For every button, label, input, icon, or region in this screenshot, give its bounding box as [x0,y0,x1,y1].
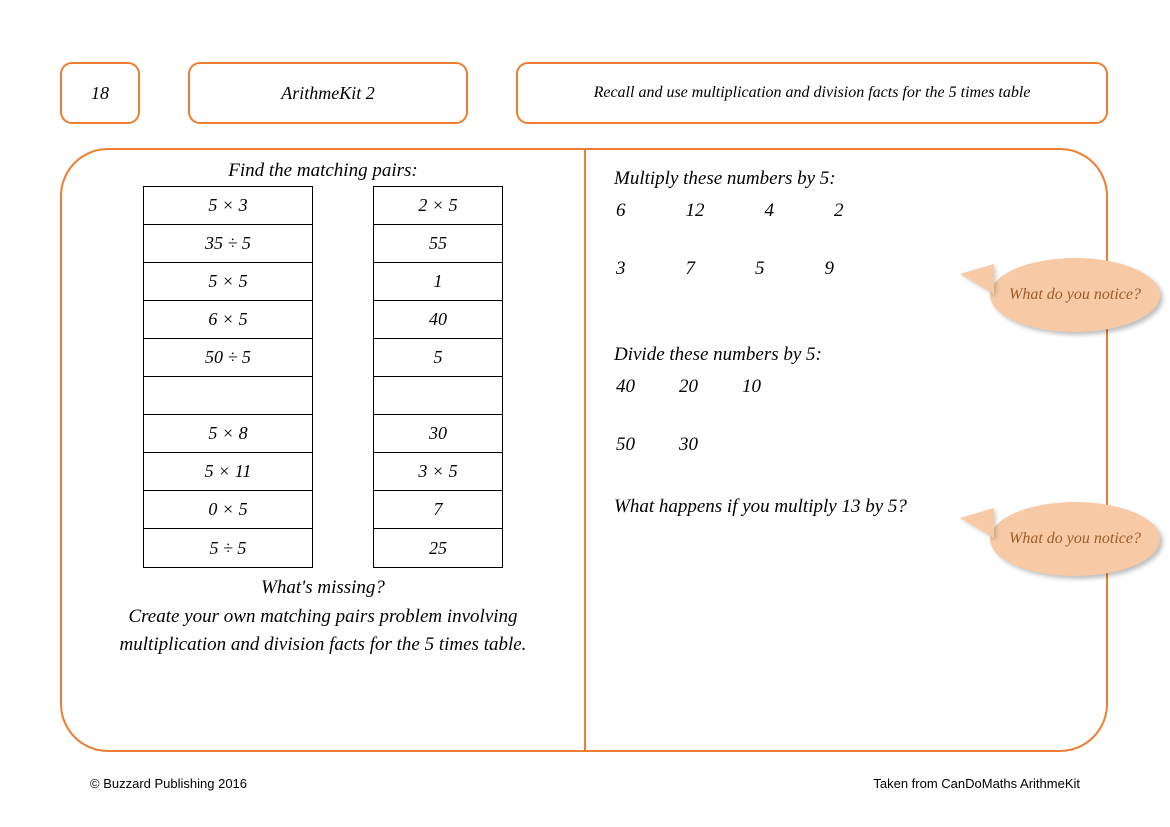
table-cell: 2 × 5 [374,187,502,225]
table-cell [374,377,502,415]
number-value: 40 [616,376,635,398]
copyright-text: © Buzzard Publishing 2016 [90,776,247,791]
table-cell: 30 [374,415,502,453]
number-value: 7 [686,258,696,280]
matching-columns: 5 × 3 35 ÷ 5 5 × 5 6 × 5 50 ÷ 5 5 × 8 5 … [92,186,554,568]
matching-pairs-title: Find the matching pairs: [92,160,554,182]
number-value: 2 [834,200,844,222]
divide-row-1: 40 20 10 [616,376,1086,398]
table-cell: 35 ÷ 5 [144,225,312,263]
divide-row-2: 50 30 [616,434,1086,456]
worksheet-number-box: 18 [60,62,140,124]
number-value: 9 [825,258,835,280]
table-cell: 1 [374,263,502,301]
create-your-own-text: Create your own matching pairs problem i… [92,603,554,660]
right-pane: Multiply these numbers by 5: 6 12 4 2 3 … [584,150,1106,750]
whats-missing-text: What's missing? [92,574,554,603]
table-cell: 5 × 3 [144,187,312,225]
number-value: 6 [616,200,626,222]
bubble-text: What do you notice? [1009,529,1141,550]
table-cell [144,377,312,415]
table-cell: 3 × 5 [374,453,502,491]
table-cell: 25 [374,529,502,567]
multiply-row-1: 6 12 4 2 [616,200,1086,222]
number-value: 12 [686,200,705,222]
table-cell: 5 ÷ 5 [144,529,312,567]
number-value: 50 [616,434,635,456]
matching-column-left: 5 × 3 35 ÷ 5 5 × 5 6 × 5 50 ÷ 5 5 × 8 5 … [143,186,313,568]
table-cell: 5 [374,339,502,377]
left-footer: What's missing? Create your own matching… [92,574,554,660]
worksheet-description: Recall and use multiplication and divisi… [594,84,1031,102]
table-cell: 50 ÷ 5 [144,339,312,377]
number-value: 3 [616,258,626,280]
divide-prompt: Divide these numbers by 5: [614,344,1086,366]
speech-bubble-2: What do you notice? [990,502,1160,576]
table-cell: 0 × 5 [144,491,312,529]
page-footer: © Buzzard Publishing 2016 Taken from Can… [90,776,1080,791]
speech-bubble-1: What do you notice? [990,258,1160,332]
bubble-text: What do you notice? [1009,285,1141,306]
table-cell: 5 × 11 [144,453,312,491]
table-cell: 6 × 5 [144,301,312,339]
number-value: 5 [755,258,765,280]
multiply-prompt: Multiply these numbers by 5: [614,168,1086,190]
worksheet-title-box: ArithmeKit 2 [188,62,468,124]
worksheet-title: ArithmeKit 2 [281,83,375,104]
left-pane: Find the matching pairs: 5 × 3 35 ÷ 5 5 … [62,150,584,750]
table-cell: 7 [374,491,502,529]
number-value: 30 [679,434,698,456]
header-row: 18 ArithmeKit 2 Recall and use multiplic… [60,62,1108,124]
table-cell: 55 [374,225,502,263]
number-value: 4 [765,200,775,222]
number-value: 20 [679,376,698,398]
number-value: 10 [742,376,761,398]
matching-column-right: 2 × 5 55 1 40 5 30 3 × 5 7 25 [373,186,503,568]
source-text: Taken from CanDoMaths ArithmeKit [873,776,1080,791]
table-cell: 5 × 5 [144,263,312,301]
worksheet-description-box: Recall and use multiplication and divisi… [516,62,1108,124]
table-cell: 5 × 8 [144,415,312,453]
worksheet-number: 18 [91,83,109,104]
main-panel: Find the matching pairs: 5 × 3 35 ÷ 5 5 … [60,148,1108,752]
table-cell: 40 [374,301,502,339]
